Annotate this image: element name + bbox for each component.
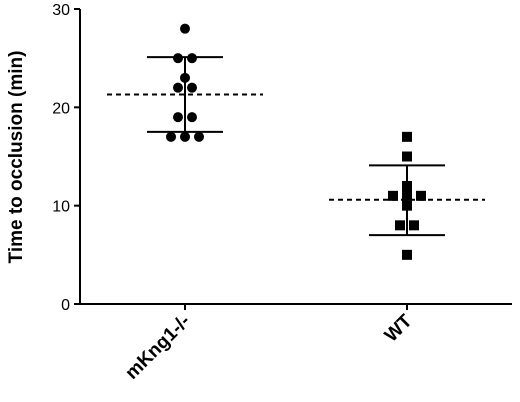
data-point-square (416, 190, 426, 201)
data-point-circle (173, 82, 183, 93)
x-category-label: WT (381, 310, 417, 346)
data-point-square (402, 131, 412, 142)
data-point-circle (173, 53, 183, 64)
data-point-square (402, 151, 412, 162)
y-tick-label: 20 (52, 100, 70, 117)
data-point-square (402, 190, 412, 201)
data-point-square (402, 200, 412, 211)
data-point-circle (166, 131, 176, 142)
y-axis-title: Time to occlusion (min) (6, 51, 27, 264)
data-point-circle (180, 72, 190, 83)
data-point-circle (187, 112, 197, 123)
data-point-square (402, 181, 412, 191)
y-tick-label: 30 (52, 2, 70, 19)
data-point-circle (187, 53, 197, 64)
data-point-square (402, 249, 412, 260)
x-category-label: mKng1-/- (121, 311, 194, 384)
data-point-square (395, 220, 405, 231)
data-point-square (409, 220, 419, 231)
data-point-square (388, 190, 398, 201)
axes: 0 10 20 30 mKng1-/- WT (52, 2, 512, 384)
data-point-circle (187, 82, 197, 93)
y-tick-label: 0 (61, 297, 70, 314)
data-point-circle (180, 23, 190, 34)
chart-marks (107, 23, 485, 260)
data-point-circle (180, 131, 190, 142)
y-tick-label: 10 (52, 199, 70, 216)
data-point-circle (173, 112, 183, 123)
data-point-circle (194, 131, 204, 142)
